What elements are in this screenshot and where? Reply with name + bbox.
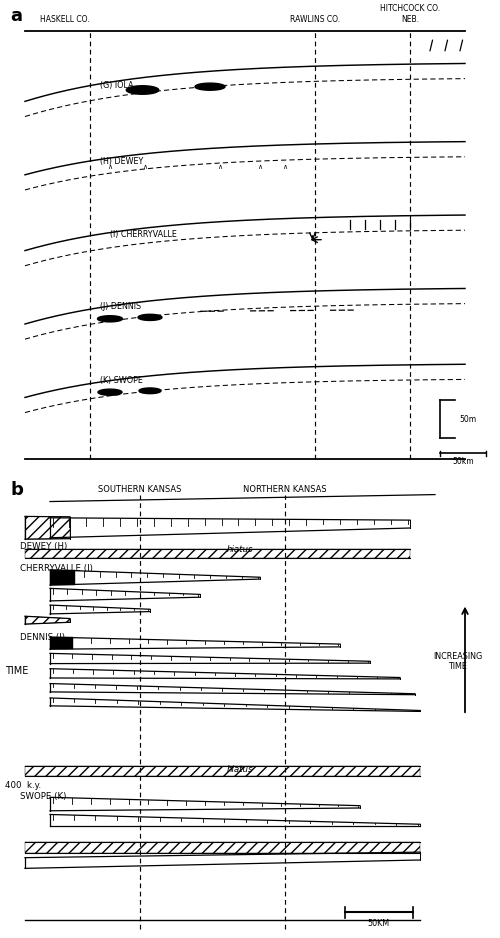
Text: a: a <box>10 8 22 25</box>
Polygon shape <box>25 549 410 558</box>
Text: NORTHERN KANSAS: NORTHERN KANSAS <box>243 485 327 494</box>
Polygon shape <box>138 314 162 321</box>
Polygon shape <box>98 316 122 322</box>
Polygon shape <box>98 389 122 395</box>
Text: ∧: ∧ <box>282 164 288 170</box>
Text: HASKELL CO.: HASKELL CO. <box>40 15 90 23</box>
Text: SWOPE (K): SWOPE (K) <box>20 793 66 801</box>
Polygon shape <box>25 517 70 539</box>
Text: 400  k.y.: 400 k.y. <box>5 781 41 790</box>
Text: HITCHCOCK CO.
NEB.: HITCHCOCK CO. NEB. <box>380 5 440 23</box>
Text: 50m: 50m <box>459 415 476 424</box>
Text: (I) CHERRYVALLE: (I) CHERRYVALLE <box>110 230 177 239</box>
Text: b: b <box>10 480 23 499</box>
Text: (K) SWOPE: (K) SWOPE <box>100 376 143 385</box>
Text: (J) DENNIS: (J) DENNIS <box>100 302 141 311</box>
Text: ∧: ∧ <box>108 164 112 170</box>
Text: DEWEY (H): DEWEY (H) <box>20 542 67 552</box>
Text: ∧: ∧ <box>142 164 148 170</box>
Text: ∧: ∧ <box>218 164 222 170</box>
Polygon shape <box>50 637 72 649</box>
Text: (H) DEWEY: (H) DEWEY <box>100 157 144 165</box>
Text: CHERRYVALLE (I): CHERRYVALLE (I) <box>20 565 93 573</box>
Polygon shape <box>25 842 420 853</box>
Text: 50KM: 50KM <box>368 919 390 929</box>
Text: TIME: TIME <box>5 666 28 676</box>
Polygon shape <box>25 765 420 776</box>
Text: RAWLINS CO.: RAWLINS CO. <box>290 15 340 23</box>
Polygon shape <box>195 83 225 90</box>
Text: SOUTHERN KANSAS: SOUTHERN KANSAS <box>98 485 182 494</box>
Polygon shape <box>139 388 161 394</box>
Polygon shape <box>50 569 75 585</box>
Text: hiatus: hiatus <box>227 765 254 775</box>
Text: (G) IOLA: (G) IOLA <box>100 81 134 90</box>
Text: DENNIS (J): DENNIS (J) <box>20 633 65 642</box>
Text: hiatus: hiatus <box>227 545 254 554</box>
Polygon shape <box>126 85 159 94</box>
Text: ∧: ∧ <box>258 164 262 170</box>
Text: INCREASING
TIME: INCREASING TIME <box>433 652 482 672</box>
Polygon shape <box>25 616 70 624</box>
Text: 50km: 50km <box>452 457 474 466</box>
